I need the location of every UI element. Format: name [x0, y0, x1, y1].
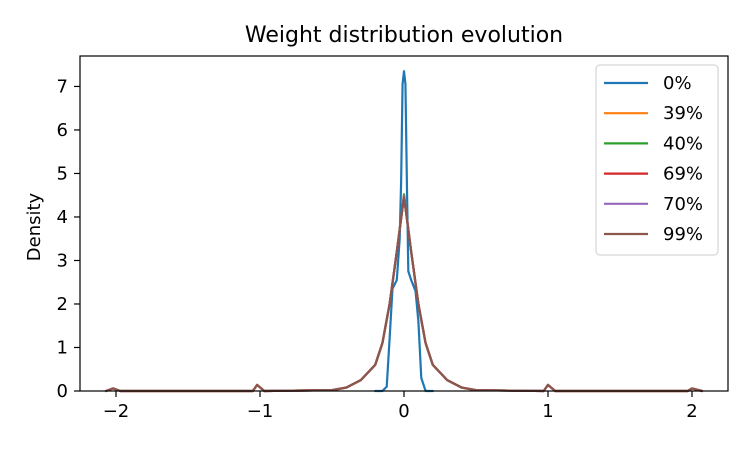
plot-lines	[104, 70, 704, 393]
chart-title: Weight distribution evolution	[245, 23, 563, 48]
legend-label-1: 39%	[663, 103, 703, 124]
x-tick-label: 0	[398, 401, 409, 422]
x-tick-label: −2	[103, 401, 130, 422]
x-axis-ticks: −2 −1 0 1 2	[103, 391, 698, 422]
legend-label-4: 70%	[663, 194, 703, 215]
y-axis-label: Density	[24, 192, 45, 261]
y-tick-label: 3	[57, 250, 68, 271]
x-tick-label: −1	[247, 401, 274, 422]
series-line-5	[104, 196, 704, 393]
y-tick-label: 4	[57, 207, 68, 228]
legend: 0% 39% 40% 69% 70% 99%	[595, 64, 719, 256]
legend-label-2: 40%	[663, 133, 703, 154]
y-tick-label: 0	[57, 381, 68, 402]
y-tick-label: 6	[57, 120, 68, 141]
y-tick-label: 7	[57, 76, 68, 97]
x-tick-label: 1	[542, 401, 553, 422]
legend-label-0: 0%	[663, 73, 692, 94]
y-tick-label: 2	[57, 294, 68, 315]
y-tick-label: 1	[57, 337, 68, 358]
y-tick-label: 5	[57, 163, 68, 184]
y-axis-ticks: 0 1 2 3 4 5 6 7	[57, 76, 80, 402]
legend-label-3: 69%	[663, 164, 703, 185]
legend-label-5: 99%	[663, 224, 703, 245]
x-tick-label: 2	[686, 401, 697, 422]
series-line-0	[374, 70, 434, 393]
